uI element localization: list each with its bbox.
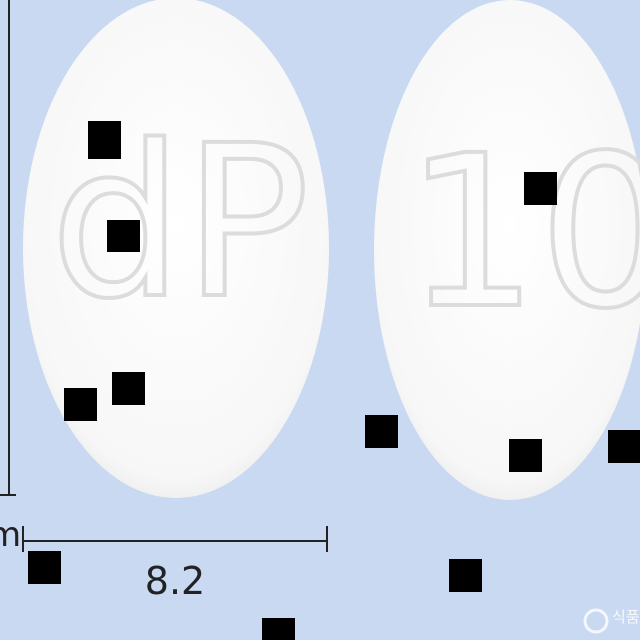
dimension-label: 8.2 [145,559,205,603]
pill-right [374,0,640,500]
occlusion [449,559,482,592]
occlusion [365,415,398,448]
occlusion [88,121,121,159]
occlusion [262,618,295,640]
dimension-unit: m [0,515,21,555]
occlusion [524,172,557,205]
occlusion [509,439,542,472]
occlusion [112,372,145,405]
occlusions [28,121,640,640]
imprint-right: 100 [405,110,640,355]
occlusion [107,220,140,252]
occlusion [608,430,640,463]
occlusion [28,551,61,584]
watermark-logo [583,608,609,634]
watermark: 식품의 [612,608,640,626]
occlusion [64,388,97,421]
